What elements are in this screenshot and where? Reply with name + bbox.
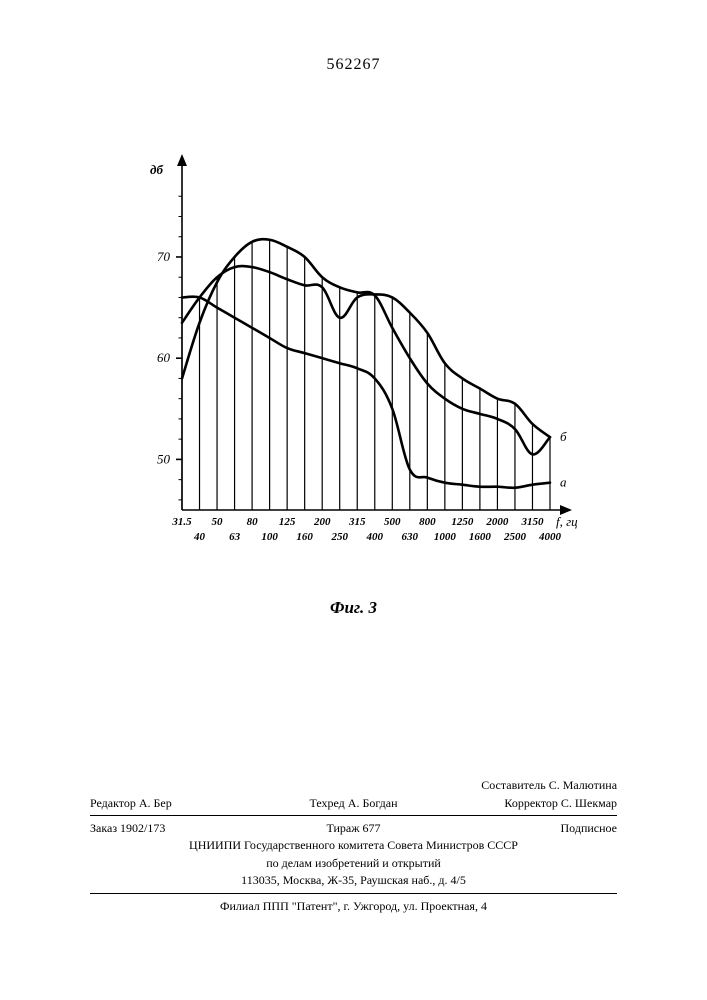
svg-text:дб: дб <box>150 162 163 177</box>
svg-text:200: 200 <box>313 516 331 528</box>
svg-text:3150: 3150 <box>520 516 544 528</box>
svg-text:80: 80 <box>247 516 259 528</box>
svg-text:50: 50 <box>157 451 171 466</box>
svg-text:630: 630 <box>402 531 419 543</box>
svg-text:2500: 2500 <box>503 531 527 543</box>
svg-text:125: 125 <box>279 516 296 528</box>
address: 113035, Москва, Ж-35, Раушская наб., д. … <box>90 872 617 889</box>
tekhred: Техред А. Богдан <box>266 795 442 812</box>
svg-text:63: 63 <box>229 531 241 543</box>
svg-text:31.5: 31.5 <box>171 516 192 528</box>
svg-text:250: 250 <box>330 531 348 543</box>
svg-text:500: 500 <box>384 516 401 528</box>
patent-number: 562267 <box>0 56 707 74</box>
figure-3: 50 60 70 дб f, гц а б 31.5 50 80 125 200 315 500 800 12… <box>120 150 580 590</box>
figure-caption: Фиг. 3 <box>0 598 707 618</box>
svg-text:4000: 4000 <box>538 531 562 543</box>
order-number: Заказ 1902/173 <box>90 820 266 837</box>
organization-line-2: по делам изобретений и открытий <box>90 855 617 872</box>
compiler: Составитель С. Малютина <box>441 777 617 794</box>
subscribed: Подписное <box>441 820 617 837</box>
svg-text:1000: 1000 <box>434 531 457 543</box>
svg-text:40: 40 <box>193 531 206 543</box>
tirage: Тираж 677 <box>266 820 442 837</box>
svg-text:800: 800 <box>419 516 436 528</box>
svg-text:400: 400 <box>366 531 384 543</box>
svg-text:100: 100 <box>261 531 278 543</box>
svg-text:f, гц: f, гц <box>556 514 578 529</box>
divider <box>90 815 617 816</box>
colophon: Составитель С. Малютина Редактор А. Бер … <box>90 777 617 915</box>
svg-text:а: а <box>560 475 567 490</box>
branch: Филиал ППП "Патент", г. Ужгород, ул. Про… <box>90 898 617 915</box>
corrector: Корректор С. Шекмар <box>441 795 617 812</box>
svg-text:2000: 2000 <box>485 516 509 528</box>
svg-text:160: 160 <box>296 531 313 543</box>
svg-text:1600: 1600 <box>469 531 492 543</box>
svg-text:б: б <box>560 429 567 444</box>
divider <box>90 893 617 894</box>
editor: Редактор А. Бер <box>90 795 266 812</box>
organization-line-1: ЦНИИПИ Государственного комитета Совета … <box>90 837 617 854</box>
svg-text:315: 315 <box>348 516 366 528</box>
svg-text:60: 60 <box>157 350 171 365</box>
svg-text:50: 50 <box>212 516 224 528</box>
patent-page: 562267 506070дбf, гцаб31.550801252003155… <box>0 0 707 1000</box>
svg-text:70: 70 <box>157 249 171 264</box>
svg-text:1250: 1250 <box>451 516 474 528</box>
